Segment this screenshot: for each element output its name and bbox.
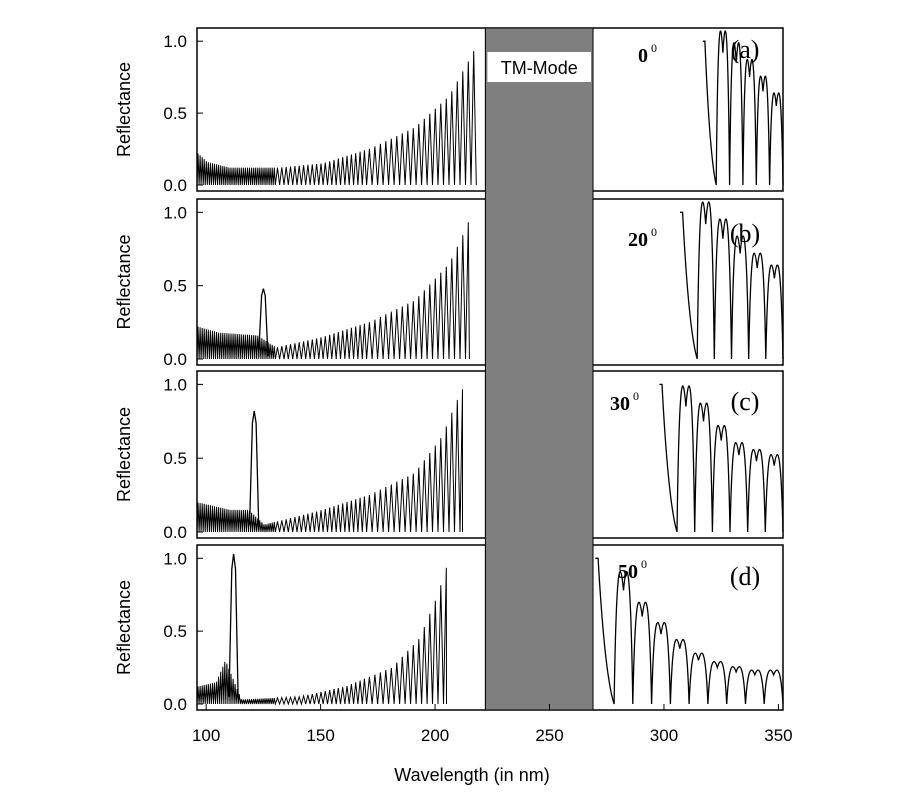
y-tick-label: 0.0 [163, 176, 187, 195]
incidence-angle-label: 0 [638, 45, 648, 67]
reflectance-curve-left [196, 389, 463, 533]
degree-superscript: 0 [633, 389, 639, 403]
x-tick-label: 300 [650, 726, 678, 745]
x-tick-label: 350 [764, 726, 792, 745]
reflectance-curve-right [680, 201, 784, 360]
x-tick-label: 200 [421, 726, 449, 745]
y-tick-label: 0.0 [163, 523, 187, 542]
y-tick-label: 1.0 [163, 549, 187, 568]
y-tick-label: 1.0 [163, 32, 187, 51]
panel-a: 0.0 0.5 1.0 Reflectance 0 0 (a) [114, 27, 784, 195]
x-axis: 100 150 200 250 300 350 [192, 704, 793, 745]
degree-superscript: 0 [651, 41, 657, 55]
y-tick-label: 0.5 [163, 622, 187, 641]
panel-c: 0.0 0.5 1.0 Reflectance 30 0 (c) [114, 370, 784, 542]
y-axis-label: Reflectance [114, 234, 134, 329]
y-axis-label: Reflectance [114, 62, 134, 157]
x-tick-label: 250 [535, 726, 563, 745]
tm-mode-label: TM-Mode [501, 58, 578, 78]
panel-d: 0.0 0.5 1.0 Reflectance 50 0 (d) [114, 544, 784, 714]
panel-letter: (a) [731, 35, 760, 64]
y-tick-label: 0.5 [163, 449, 187, 468]
reflectance-peak [248, 410, 260, 530]
y-tick-label: 0.5 [163, 104, 187, 123]
incidence-angle-label: 20 [628, 229, 648, 251]
incidence-angle-label: 50 [618, 561, 638, 583]
y-axis-label: Reflectance [114, 580, 134, 675]
degree-superscript: 0 [641, 557, 647, 571]
y-tick-label: 1.0 [163, 203, 187, 222]
panel-letter: (b) [730, 219, 760, 248]
y-tick-label: 0.5 [163, 277, 187, 296]
reflectance-curve-left [196, 567, 447, 706]
reflectance-curve-left [196, 51, 477, 186]
panel-letter: (d) [730, 562, 760, 591]
reflectance-curve-left [196, 222, 470, 360]
y-tick-label: 0.0 [163, 350, 187, 369]
panel-letter: (c) [731, 387, 760, 416]
reflectance-peak [228, 553, 239, 702]
reflectance-curve-right [595, 557, 784, 705]
x-axis-label: Wavelength (in nm) [394, 765, 549, 785]
panel-b: 0.0 0.5 1.0 Reflectance 20 0 (b) [114, 198, 784, 369]
reflectance-curve-right [659, 383, 784, 533]
y-axis-label: Reflectance [114, 407, 134, 502]
tm-mode-band-layer: TM-Mode [484, 27, 594, 711]
y-tick-label: 0.0 [163, 695, 187, 714]
tm-mode-band-strip [484, 27, 594, 711]
y-tick-label: 1.0 [163, 375, 187, 394]
tm-mode-label-box [487, 52, 592, 82]
x-tick-label: 100 [192, 726, 220, 745]
x-tick-label: 150 [306, 726, 334, 745]
incidence-angle-label: 30 [610, 393, 630, 415]
reflectance-peak [258, 288, 269, 357]
reflectance-curve-right [702, 30, 784, 186]
degree-superscript: 0 [651, 225, 657, 239]
